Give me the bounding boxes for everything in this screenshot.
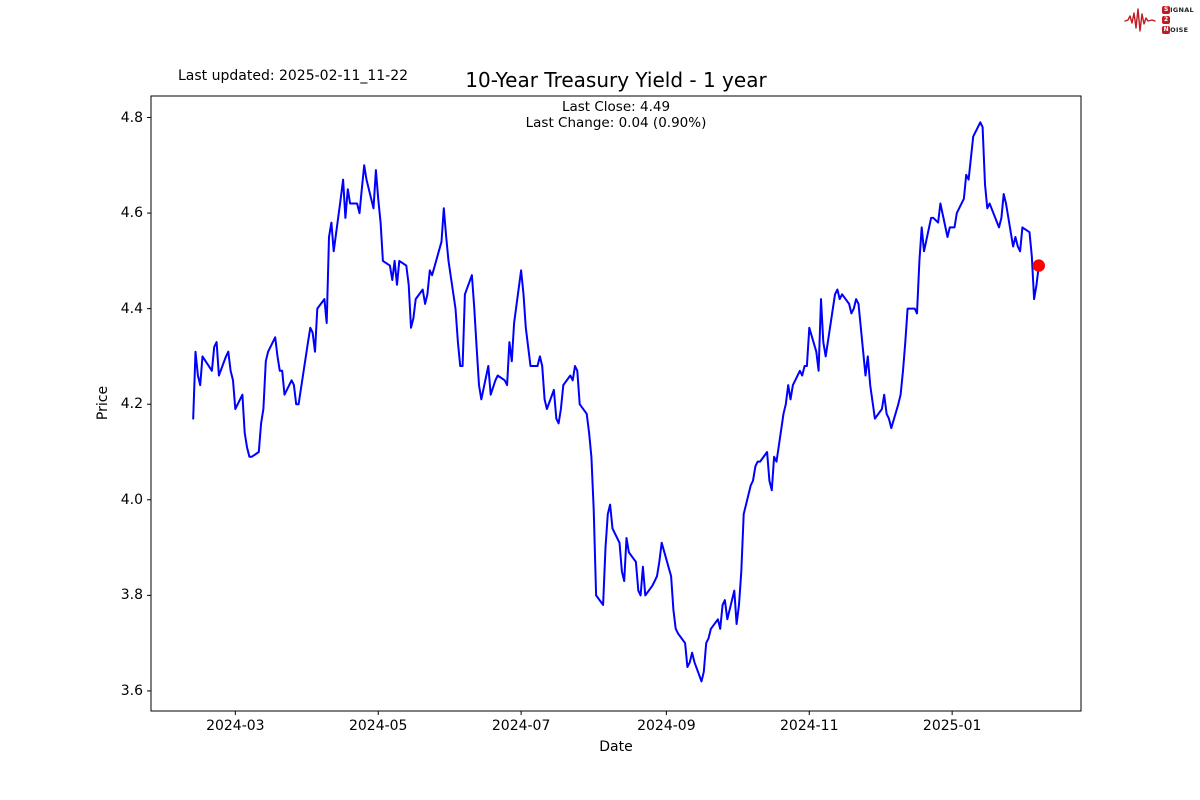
y-tick-label: 4.4 [120,300,143,317]
y-tick-label: 4.6 [120,205,143,222]
x-tick-label: 2024-09 [637,718,696,734]
logo-word-signal: IGNAL [1170,6,1194,14]
logo-text: S IGNAL 2 N OISE [1162,6,1194,35]
last-change-text: Last Change: 0.04 (0.90%) [525,115,707,131]
logo-letter-s: S [1162,6,1171,14]
y-tick-label: 3.6 [120,682,143,699]
heartbeat-waveform-icon [1124,8,1156,32]
chart-subtitle: Last Close: 4.49 Last Change: 0.04 (0.90… [151,99,1081,131]
y-tick-label: 4.8 [120,109,143,126]
x-tick-label: 2025-01 [922,718,982,734]
y-tick-label: 3.8 [120,587,143,604]
y-tick-label: 4.2 [120,396,143,413]
logo-digit-2: 2 [1162,16,1171,24]
chart-title: 10-Year Treasury Yield - 1 year [465,68,767,92]
last-close-text: Last Close: 4.49 [561,99,671,115]
plot-frame [150,95,1082,712]
x-tick-label: 2024-05 [348,718,408,734]
last-close-marker [1032,259,1046,272]
signal2noise-logo: S IGNAL 2 N OISE [1124,4,1194,36]
x-tick-label: 2024-11 [780,718,839,734]
x-tick-label: 2024-03 [206,718,265,734]
y-tick-label: 4.0 [120,491,143,508]
treasury-yield-line [192,121,1040,683]
logo-word-noise: OISE [1170,26,1189,34]
x-axis-label: Date [599,739,633,755]
last-updated-text: Last updated: 2025-02-11_11-22 [178,68,409,84]
x-tick-label: 2024-07 [491,718,551,734]
logo-letter-n: N [1162,26,1171,34]
